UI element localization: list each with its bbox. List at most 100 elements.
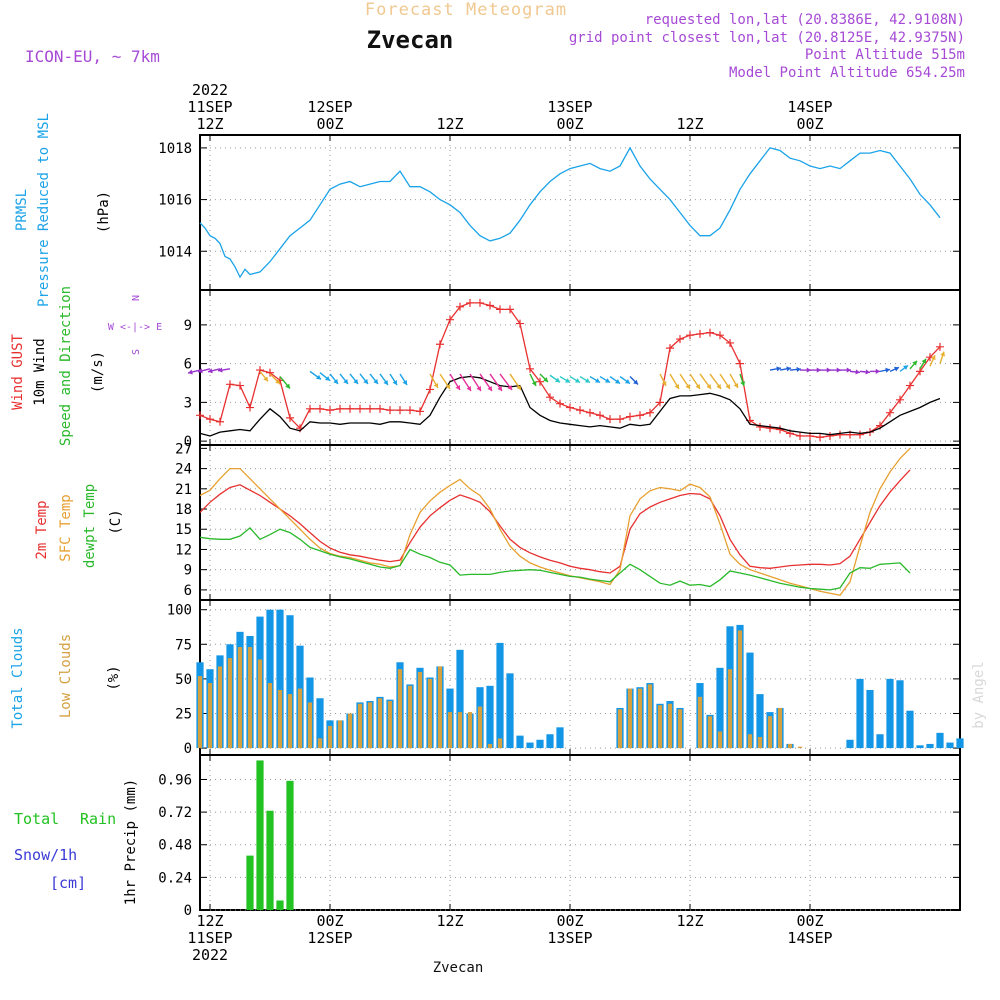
gust-marker-11	[306, 404, 314, 413]
wind-arrow-41	[699, 373, 712, 390]
gust-marker-69	[886, 408, 894, 417]
ytick-label-0-0: 1014	[158, 244, 192, 260]
bar-3-1-13	[327, 725, 333, 749]
bottom-axis-label-5-1: 14SEP	[787, 929, 832, 947]
gust-marker-40	[596, 411, 604, 420]
wind-arrow-35	[619, 375, 631, 385]
wind-arrow-13	[369, 373, 379, 385]
wind-arrow-head-46	[776, 366, 781, 372]
bar-3-1-8	[277, 689, 283, 749]
model-name: ICON-EU, ~ 7km	[25, 47, 160, 66]
total-clouds-label: Total Clouds	[10, 627, 26, 728]
wind-arrow-head-43	[725, 383, 730, 389]
top-axis-label-3-1: 00Z	[556, 115, 583, 133]
bar-3-1-33	[637, 688, 643, 749]
gust-marker-1	[206, 415, 214, 424]
bar-3-0-31	[506, 673, 514, 749]
wind-arrow-head-28	[555, 377, 560, 383]
precip-plot	[246, 760, 294, 910]
wind-arrow-head-2	[208, 368, 213, 374]
bar-3-1-3	[227, 658, 233, 749]
bar-4-0-4	[286, 780, 294, 910]
bar-3-1-29	[487, 743, 493, 749]
cloud-grid	[200, 600, 960, 755]
gust-marker-21	[406, 406, 414, 415]
bar-3-0-7	[266, 609, 274, 749]
wind-arrow-head-26	[531, 380, 537, 386]
wind-arrow-head-57	[885, 367, 890, 373]
pressure-frame	[199, 134, 961, 291]
wind-10m-label: 10m Wind	[32, 338, 48, 405]
wind-arrow-head-20	[466, 385, 471, 391]
ytick-label-1-3: 9	[184, 318, 192, 334]
wind-arrow-60	[909, 360, 918, 370]
gust-marker-44	[636, 411, 644, 420]
pressure-unit: (hPa)	[96, 191, 112, 233]
wind-arrow-head-38	[674, 383, 680, 389]
gust-marker-27	[466, 298, 474, 307]
bar-3-1-24	[437, 666, 443, 749]
ytick-label-1-1: 3	[184, 395, 192, 411]
wind-unit: (m/s)	[90, 351, 106, 393]
bar-3-0-29	[486, 685, 494, 749]
temperature-panel: 6 9 12 15 18 21 24 27 2m Temp SFC Temp dewpt Te…	[34, 441, 961, 601]
gust-marker-74	[936, 342, 944, 351]
precip-y-ticks: 0 0.24 0.48 0.72 0.96	[158, 772, 960, 919]
rain-label-rain: Rain	[80, 810, 116, 828]
bar-3-1-16	[357, 703, 363, 749]
gust-marker-66	[856, 430, 864, 439]
wind-arrow-head-47	[786, 366, 791, 372]
gust-marker-49	[686, 331, 694, 340]
bar-3-1-7	[267, 683, 273, 749]
wind-arrow-1	[197, 368, 211, 374]
wind-arrow-head-54	[855, 369, 860, 375]
ytick-label-2-4: 18	[175, 502, 192, 518]
wind-arrow-head-27	[543, 377, 548, 382]
precip-panel: 00.240.480.720.96 1hr Precip (mm) Total …	[14, 754, 961, 919]
wind-arrow-56	[870, 368, 880, 374]
wind-arrow-2	[207, 368, 221, 374]
gust-marker-63	[826, 431, 834, 440]
bar-3-0-55	[856, 678, 864, 749]
wind-arrow-head-34	[615, 378, 620, 384]
bar-3-1-19	[387, 701, 393, 749]
wind-arrow-head-0	[188, 369, 193, 375]
wind-arrow-52	[830, 367, 841, 373]
temperature-y-ticks: 6 9 12 15 18 21 24 27	[175, 441, 960, 599]
gust-marker-24	[436, 340, 444, 349]
gust-marker-5	[246, 403, 254, 412]
wind-arrow-head-6	[285, 383, 290, 389]
gust-marker-62	[816, 433, 824, 442]
wind-arrow-head-9	[333, 379, 338, 384]
bar-3-0-65	[956, 738, 964, 749]
wind-arrow-head-18	[445, 383, 450, 389]
wind-arrow-head-7	[316, 374, 321, 380]
bar-3-1-37	[677, 709, 683, 749]
bar-3-0-62	[926, 743, 934, 749]
wind-arrow-head-50	[816, 367, 821, 373]
gust-marker-60	[796, 431, 804, 440]
wind-arrow-head-31	[585, 378, 590, 383]
compass-south: S	[131, 349, 142, 355]
bar-3-1-25	[447, 712, 453, 749]
bar-3-0-63	[936, 732, 944, 749]
bar-3-0-58	[886, 678, 894, 749]
wind-arrow-21	[469, 373, 482, 392]
bottom-axis-label-4-0: 12Z	[676, 912, 703, 930]
bar-3-1-10	[297, 688, 303, 749]
ytick-label-4-2: 0.48	[158, 838, 192, 854]
wind-arrow-30	[569, 375, 581, 384]
wind-arrow-50	[810, 367, 821, 373]
wind-arrow-6	[279, 376, 291, 389]
wind-arrow-45	[739, 373, 746, 387]
bar-3-1-34	[647, 684, 653, 749]
bar-3-1-40	[717, 731, 723, 749]
gust-marker-39	[586, 408, 594, 417]
wind-arrow-23	[489, 373, 503, 392]
bar-3-0-35	[546, 734, 554, 749]
wind-arrow-head-37	[661, 380, 667, 386]
gust-marker-43	[626, 412, 634, 421]
wind-arrow-19	[449, 373, 461, 391]
